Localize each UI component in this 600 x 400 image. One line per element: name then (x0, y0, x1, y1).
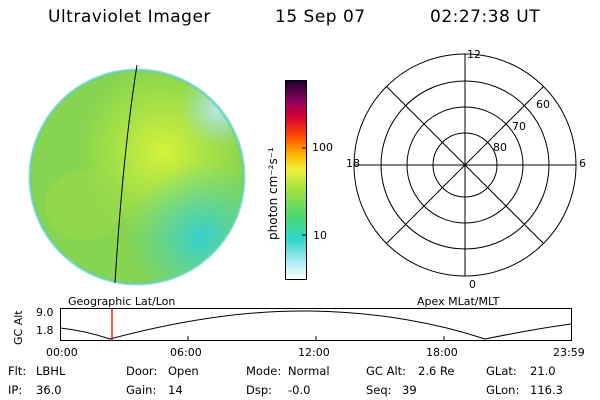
ip-label: IP: (8, 383, 23, 397)
dsp-value: -0.0 (288, 383, 311, 397)
gc-alt-tick-min: 1.8 (36, 324, 54, 337)
time-tick-2359: 23:59 (553, 346, 585, 359)
gc-alt-label: GC Alt: (366, 364, 407, 378)
colorbar-tick-100: 100 (312, 141, 333, 154)
seq-value: 39 (402, 383, 417, 397)
altitude-timeline (60, 308, 572, 341)
glat-value: 21.0 (530, 364, 556, 378)
gc-alt-axis-title: GC Alt (12, 310, 25, 345)
mode-value: Normal (288, 364, 330, 378)
time-tick-0600: 06:00 (170, 346, 202, 359)
flt-label: Flt: (8, 364, 27, 378)
gain-value: 14 (168, 383, 183, 397)
flt-value: LBHL (36, 364, 66, 378)
colorbar-unit-label: photon cm⁻²s⁻¹ (266, 147, 280, 240)
mlt-label-0: 0 (469, 278, 476, 291)
instrument-title: Ultraviolet Imager (48, 7, 211, 27)
door-value: Open (168, 364, 199, 378)
mlat-label-60: 60 (536, 98, 550, 111)
gc-alt-tick-max: 9.0 (36, 306, 54, 319)
polar-plot (353, 53, 577, 277)
glon-value: 116.3 (530, 383, 563, 397)
mlt-label-18: 18 (346, 157, 360, 170)
apex-mlat-mlt-label: Apex MLat/MLT (417, 295, 500, 308)
time-label: 02:27:38 UT (430, 7, 541, 27)
mode-label: Mode: (246, 364, 282, 378)
earth-disk (28, 68, 246, 286)
polar-diagonal-2 (386, 86, 544, 244)
time-tick-1200: 12:00 (298, 346, 330, 359)
ip-value: 36.0 (36, 383, 62, 397)
time-tick-1800: 18:00 (426, 346, 458, 359)
seq-label: Seq: (366, 383, 392, 397)
mlt-label-6: 6 (579, 157, 586, 170)
mlat-label-80: 80 (493, 141, 507, 154)
gain-label: Gain: (126, 383, 157, 397)
earth-image (28, 64, 246, 286)
terminator-line (114, 64, 138, 284)
gc-alt-value: 2.6 Re (418, 364, 455, 378)
time-tick-0000: 00:00 (46, 346, 78, 359)
glat-label: GLat: (486, 364, 517, 378)
mlt-label-12: 12 (467, 48, 481, 61)
colorbar-tick-10: 10 (313, 229, 327, 242)
mlat-label-70: 70 (512, 120, 526, 133)
colorbar (285, 80, 307, 280)
door-label: Door: (126, 364, 158, 378)
glon-label: GLon: (486, 383, 520, 397)
geographic-latlon-label: Geographic Lat/Lon (68, 295, 176, 308)
dsp-label: Dsp: (246, 383, 273, 397)
date-label: 15 Sep 07 (275, 7, 366, 27)
